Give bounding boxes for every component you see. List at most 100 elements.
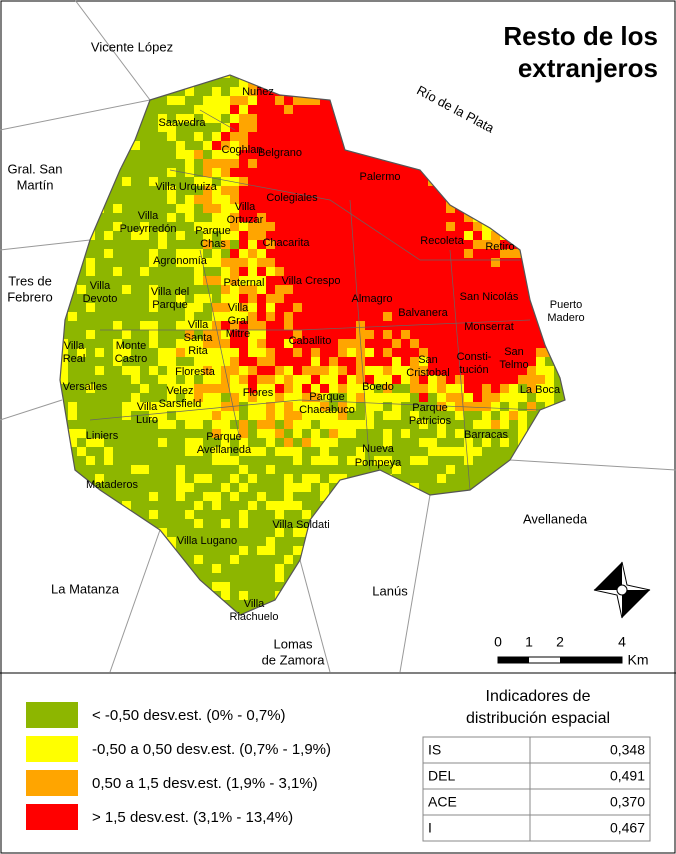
census-cell — [203, 276, 212, 285]
census-cell — [554, 339, 563, 348]
census-cell — [266, 357, 275, 366]
census-cell — [77, 168, 86, 177]
census-cell — [212, 186, 221, 195]
census-cell — [329, 276, 338, 285]
census-cell — [167, 420, 176, 429]
census-cell — [221, 105, 230, 114]
census-cell — [275, 510, 284, 519]
census-cell — [572, 258, 581, 267]
census-cell — [455, 573, 464, 582]
census-cell — [428, 321, 437, 330]
census-cell — [401, 168, 410, 177]
census-cell — [473, 447, 482, 456]
census-cell — [167, 537, 176, 546]
census-cell — [509, 366, 518, 375]
census-cell — [374, 555, 383, 564]
census-cell — [509, 384, 518, 393]
census-cell — [473, 303, 482, 312]
census-cell — [329, 240, 338, 249]
census-cell — [221, 186, 230, 195]
census-cell — [410, 321, 419, 330]
census-cell — [60, 132, 68, 141]
census-cell — [203, 141, 212, 150]
census-cell — [284, 447, 293, 456]
barrio-label: Almagro — [352, 293, 393, 305]
census-cell — [167, 96, 176, 105]
census-cell — [266, 132, 275, 141]
census-cell — [500, 438, 509, 447]
census-cell — [203, 474, 212, 483]
census-cell — [86, 564, 95, 573]
census-cell — [374, 96, 383, 105]
census-cell — [383, 294, 392, 303]
census-cell — [374, 501, 383, 510]
census-cell — [275, 384, 284, 393]
census-cell — [176, 321, 185, 330]
census-cell — [437, 402, 446, 411]
census-cell — [437, 258, 446, 267]
census-cell — [239, 366, 248, 375]
census-cell — [239, 87, 248, 96]
census-cell — [266, 96, 275, 105]
census-cell — [203, 411, 212, 420]
census-cell — [266, 384, 275, 393]
census-cell — [455, 348, 464, 357]
census-cell — [221, 483, 230, 492]
census-cell — [248, 402, 257, 411]
census-cell — [185, 627, 194, 636]
census-cell — [221, 258, 230, 267]
census-cell — [131, 375, 140, 384]
census-cell — [518, 303, 527, 312]
census-cell — [212, 339, 221, 348]
census-cell — [365, 186, 374, 195]
census-cell — [230, 294, 239, 303]
census-cell — [428, 618, 437, 627]
census-cell — [518, 366, 527, 375]
census-cell — [239, 114, 248, 123]
region-label: Lanús — [372, 583, 408, 598]
census-cell — [410, 78, 419, 87]
census-cell — [428, 267, 437, 276]
census-cell — [266, 222, 275, 231]
census-cell — [410, 105, 419, 114]
census-cell — [257, 96, 266, 105]
census-cell — [320, 123, 329, 132]
census-cell — [149, 321, 158, 330]
census-cell — [401, 87, 410, 96]
census-cell — [257, 186, 266, 195]
census-cell — [455, 393, 464, 402]
census-cell — [302, 204, 311, 213]
census-cell — [257, 75, 266, 78]
census-cell — [320, 75, 329, 78]
scale-tick-label: 1 — [525, 634, 533, 650]
census-cell — [275, 393, 284, 402]
census-cell — [239, 330, 248, 339]
census-cell — [446, 312, 455, 321]
census-cell — [167, 186, 176, 195]
census-cell — [365, 258, 374, 267]
census-cell — [221, 222, 230, 231]
barrio-label: Caballito — [289, 335, 332, 347]
census-cell — [356, 258, 365, 267]
census-cell — [473, 321, 482, 330]
census-cell — [383, 204, 392, 213]
census-cell — [437, 213, 446, 222]
census-cell — [383, 348, 392, 357]
census-cell — [392, 204, 401, 213]
census-cell — [464, 348, 473, 357]
census-cell — [455, 258, 464, 267]
census-cell — [230, 150, 239, 159]
census-cell — [275, 366, 284, 375]
census-cell — [194, 132, 203, 141]
census-cell — [266, 501, 275, 510]
census-cell — [446, 546, 455, 555]
census-cell — [392, 465, 401, 474]
census-cell — [572, 285, 581, 294]
census-cell — [392, 177, 401, 186]
census-cell — [347, 375, 356, 384]
census-cell — [230, 123, 239, 132]
census-cell — [176, 249, 185, 258]
census-cell — [275, 177, 284, 186]
census-cell — [320, 438, 329, 447]
barrio-label: Liniers — [86, 430, 119, 442]
